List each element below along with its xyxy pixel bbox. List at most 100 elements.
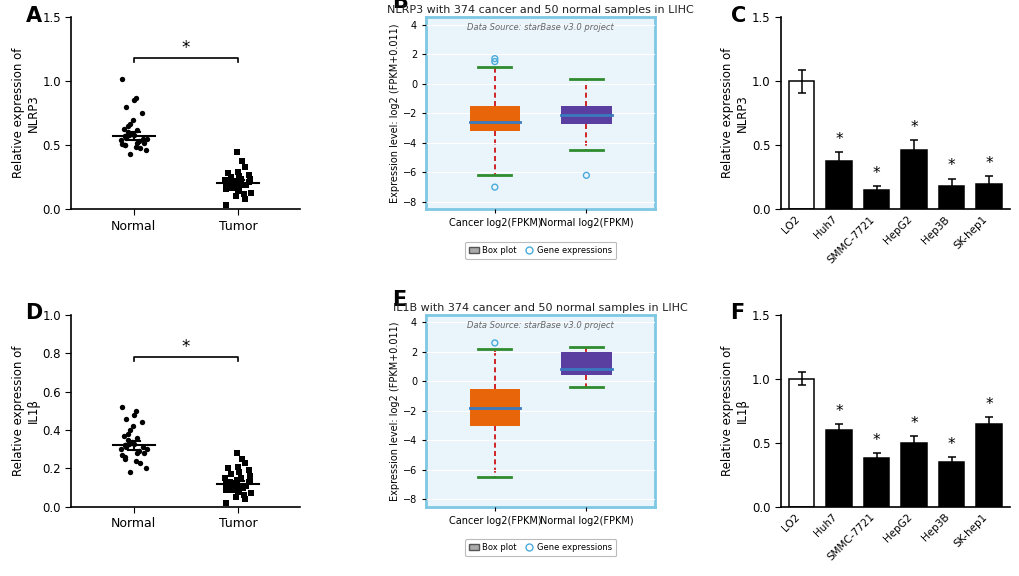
Point (232, 473, 249, 483)
Point (240, 466, 257, 475)
Point (226, 481, 243, 490)
Point (229, 185, 246, 195)
Text: C: C (730, 6, 745, 26)
Point (124, 422, 141, 431)
Point (126, 130, 143, 139)
Point (131, 446, 148, 456)
Text: *: * (984, 156, 993, 171)
Point (237, 495, 254, 504)
Point (230, 187, 247, 196)
Point (228, 492, 245, 502)
Bar (975, 184, 1001, 209)
Point (240, 478, 257, 487)
Y-axis label: Expression level: log2 (FPKM+0.011): Expression level: log2 (FPKM+0.011) (389, 321, 399, 501)
Point (117, 132, 133, 141)
Point (120, 128, 137, 137)
Point (243, 489, 259, 498)
Text: *: * (835, 131, 842, 146)
Point (222, 478, 238, 487)
Point (128, 142, 145, 151)
Point (218, 485, 234, 494)
Bar (469, 106, 520, 131)
Point (236, 458, 253, 467)
Point (117, 441, 133, 450)
Text: *: * (181, 39, 190, 57)
Point (230, 172, 247, 181)
Point (218, 201, 234, 210)
Text: E: E (391, 290, 406, 310)
Point (234, 454, 251, 464)
Bar (901, 443, 926, 507)
Point (124, 115, 141, 124)
Point (230, 168, 247, 177)
Point (218, 179, 234, 188)
Bar (469, 389, 520, 426)
Point (131, 137, 148, 146)
Point (136, 449, 152, 458)
Point (133, 418, 150, 427)
Legend: Box plot, Gene expressions: Box plot, Gene expressions (465, 241, 615, 259)
Point (230, 462, 247, 471)
Point (122, 468, 139, 477)
Y-axis label: Expression level: log2 (FPKM+0.011): Expression level: log2 (FPKM+0.011) (389, 24, 399, 203)
Point (242, 174, 258, 183)
Point (224, 178, 240, 187)
Point (229, 181, 246, 191)
Point (136, 138, 152, 147)
Point (219, 169, 235, 178)
Title: NLRP3 with 374 cancer and 50 normal samples in LIHC: NLRP3 with 374 cancer and 50 normal samp… (387, 5, 693, 15)
Point (113, 74, 129, 84)
Point (243, 188, 259, 197)
Point (229, 487, 246, 496)
Point (223, 183, 239, 192)
Text: *: * (909, 416, 917, 431)
Point (138, 464, 154, 473)
Text: *: * (984, 397, 993, 412)
Point (486, 183, 502, 192)
Point (131, 143, 148, 153)
Point (486, 57, 502, 66)
Point (126, 96, 143, 105)
Point (123, 437, 140, 446)
Point (133, 109, 150, 118)
Point (120, 429, 137, 438)
Point (120, 439, 137, 448)
Bar (975, 424, 1001, 507)
Point (229, 483, 246, 492)
Point (122, 119, 139, 128)
Point (117, 441, 133, 450)
Legend: Box plot, Gene expressions: Box plot, Gene expressions (465, 539, 615, 556)
Bar (863, 190, 889, 209)
Point (232, 174, 249, 183)
Point (138, 146, 154, 155)
Point (131, 458, 148, 467)
Text: A: A (25, 6, 42, 26)
Point (223, 485, 239, 494)
Text: *: * (947, 158, 955, 173)
Point (228, 147, 245, 156)
Y-axis label: Relative expression of
NLRP3: Relative expression of NLRP3 (720, 48, 748, 179)
Point (113, 450, 129, 460)
Point (120, 122, 137, 131)
Bar (560, 106, 611, 124)
Bar (825, 430, 851, 507)
Point (218, 479, 234, 488)
Point (128, 406, 145, 415)
Text: Data Source: starBase v3.0 project: Data Source: starBase v3.0 project (467, 23, 613, 32)
Point (139, 134, 155, 143)
Point (135, 134, 151, 143)
Point (117, 132, 133, 141)
Bar (937, 186, 963, 209)
Point (228, 475, 245, 484)
Point (128, 126, 145, 135)
Point (116, 141, 132, 150)
Bar (937, 462, 963, 507)
Point (234, 180, 251, 190)
Point (242, 475, 258, 484)
Point (116, 124, 132, 133)
Point (486, 338, 502, 347)
Point (226, 179, 243, 188)
Point (139, 445, 155, 454)
Point (578, 170, 594, 180)
Point (112, 135, 128, 145)
